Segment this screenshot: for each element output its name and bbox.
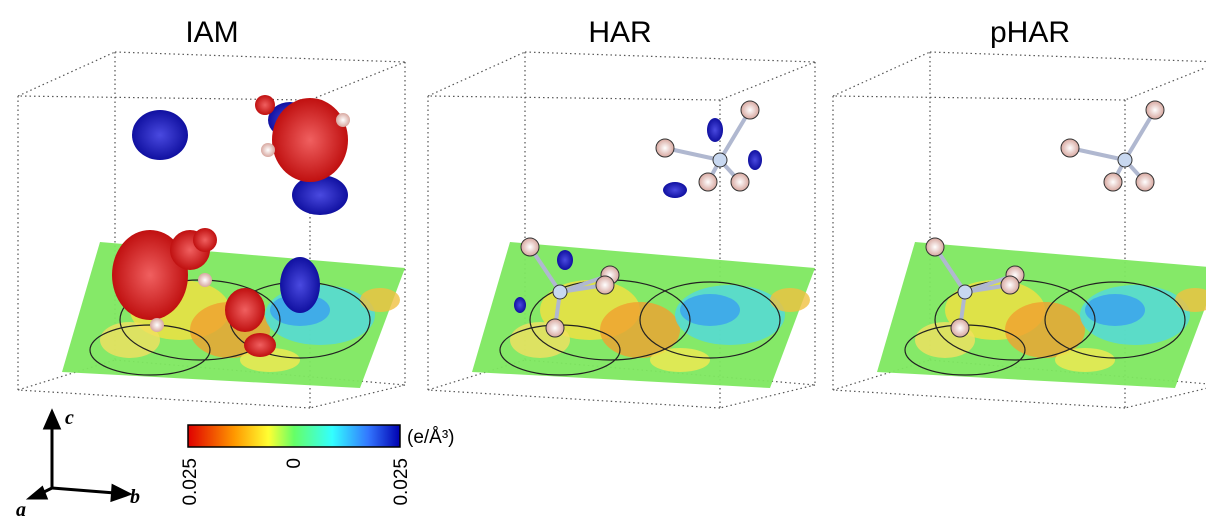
box-edge <box>720 385 815 408</box>
atom <box>261 143 275 157</box>
atom <box>958 285 972 299</box>
atom <box>596 276 614 294</box>
box-edge <box>428 390 720 408</box>
axis-label: c <box>65 407 74 429</box>
panel-title: IAM <box>185 16 238 49</box>
atom <box>546 319 564 337</box>
negative-isosurface <box>663 182 687 198</box>
panels: IAM HAR pHAR <box>18 16 1206 408</box>
atom <box>336 113 350 127</box>
panel <box>833 52 1206 408</box>
contour-region <box>1085 294 1145 326</box>
box-edge <box>1125 385 1206 408</box>
colorbar-tick: 0.025 <box>180 458 201 506</box>
atom <box>926 238 944 256</box>
box-edge <box>428 52 525 96</box>
box-edge <box>720 62 815 100</box>
atom <box>1118 153 1132 167</box>
atom <box>951 319 969 337</box>
colorbar <box>188 425 400 447</box>
atom <box>1104 173 1122 191</box>
box-edge <box>115 52 405 62</box>
positive-isosurface <box>255 95 275 115</box>
atom <box>1061 139 1079 157</box>
panel <box>18 52 405 408</box>
atom <box>150 318 164 332</box>
contour-region <box>360 288 400 312</box>
axis-label: b <box>130 486 140 508</box>
panel-title: HAR <box>588 16 651 49</box>
box-edge <box>833 96 1125 100</box>
negative-isosurface <box>557 250 573 270</box>
atom <box>1136 173 1154 191</box>
atom <box>1146 101 1164 119</box>
axis-label: a <box>16 499 26 518</box>
atom <box>713 153 727 167</box>
atom <box>699 173 717 191</box>
atom <box>731 173 749 191</box>
colorbar-unit: (e/Å³) <box>407 427 455 448</box>
atom <box>656 139 674 157</box>
axes-triad <box>30 412 129 500</box>
negative-isosurface <box>292 175 348 215</box>
atom <box>198 273 212 287</box>
negative-isosurface <box>514 297 526 313</box>
atom <box>741 101 759 119</box>
contour-region <box>770 288 810 312</box>
atom <box>1001 276 1019 294</box>
box-edge <box>833 52 930 96</box>
colorbar-tick: 0 <box>284 458 305 469</box>
box-edge <box>428 96 720 100</box>
positive-isosurface <box>193 228 217 252</box>
box-edge <box>310 62 405 100</box>
negative-isosurface <box>707 118 723 142</box>
box-edge <box>1125 62 1206 100</box>
box-edge <box>833 390 1125 408</box>
density-plane <box>877 242 1206 388</box>
negative-isosurface <box>132 110 188 160</box>
positive-isosurface <box>225 288 265 332</box>
negative-isosurface <box>280 257 320 313</box>
atom <box>553 285 567 299</box>
atom <box>521 238 539 256</box>
positive-isosurface <box>272 98 348 182</box>
box-edge <box>18 52 115 96</box>
panel <box>428 52 815 408</box>
negative-isosurface <box>748 150 762 170</box>
box-edge <box>930 52 1206 62</box>
colorbar-tick: 0.025 <box>391 458 412 506</box>
box-edge <box>18 390 310 408</box>
panel-title: pHAR <box>990 16 1070 49</box>
box-edge <box>525 52 815 62</box>
contour-region <box>680 294 740 326</box>
figure: IAM HAR pHAR (e/Å³) 0.025 0 0.025 c b a <box>0 0 1206 518</box>
density-plane <box>472 242 815 388</box>
box-edge <box>310 385 405 408</box>
positive-isosurface <box>244 333 276 357</box>
